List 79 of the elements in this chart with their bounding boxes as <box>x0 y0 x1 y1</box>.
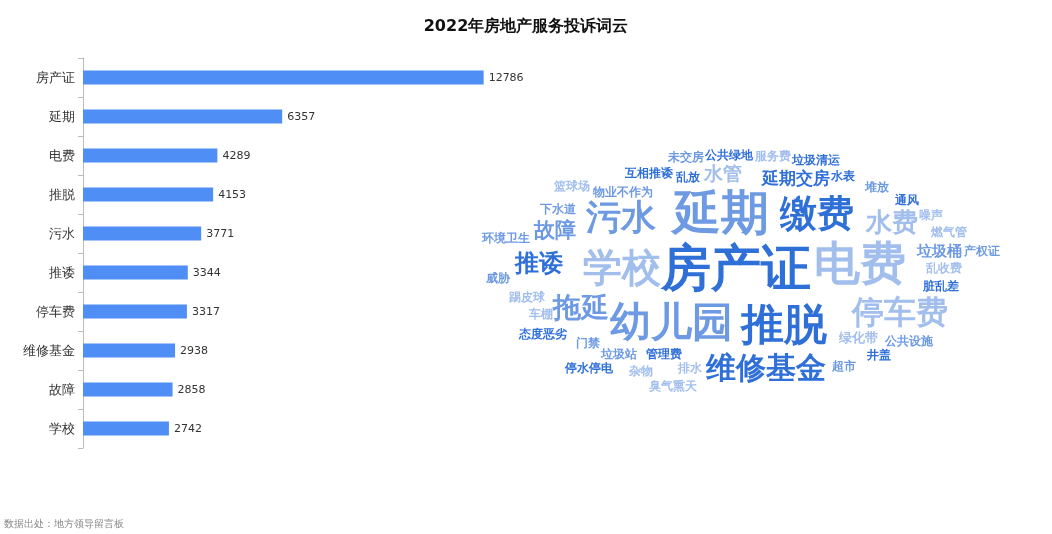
text: 乱放 <box>674 170 701 185</box>
text: 威胁 <box>485 271 512 285</box>
text: 管理费 <box>645 346 683 361</box>
data-label: 2742 <box>173 422 202 435</box>
text: 超市 <box>831 358 857 373</box>
text: 堆放 <box>864 179 891 194</box>
text: 垃圾站 <box>599 347 637 362</box>
text: 乱收费 <box>924 261 962 276</box>
text: 学校 <box>582 245 662 291</box>
data-label: 3771 <box>206 227 235 240</box>
text: 垃圾清运 <box>791 153 842 168</box>
text: 推诿 <box>514 248 564 277</box>
data-label: 3344 <box>192 266 221 279</box>
y-tick-label: 故障 <box>49 382 75 397</box>
y-tick-label: 污水 <box>49 226 75 241</box>
text: 推脱 <box>739 298 828 349</box>
data-label: 6357 <box>287 110 316 123</box>
text: 拖延 <box>552 290 610 324</box>
text: 通风 <box>893 192 919 207</box>
bar <box>83 148 218 163</box>
text: 燃气管 <box>930 225 968 240</box>
text: 维修基金 <box>704 349 826 385</box>
text: 排水 <box>676 360 703 375</box>
data-label: 12786 <box>488 71 524 84</box>
y-tick-label: 推诿 <box>49 265 75 280</box>
text: 水表 <box>829 169 856 184</box>
text: 电费 <box>814 236 907 290</box>
text: 故障 <box>532 217 576 243</box>
text: 产权证 <box>962 243 1000 258</box>
text: 噪声 <box>919 208 944 223</box>
text: 缴费 <box>779 191 855 235</box>
data-label: 2938 <box>180 344 209 357</box>
text: 绿化带 <box>838 330 879 346</box>
y-tick-label: 电费 <box>49 148 75 163</box>
data-label: 3317 <box>191 305 220 318</box>
bar <box>83 421 169 436</box>
text: 脏乱差 <box>922 278 960 293</box>
text: 物业不作为 <box>591 184 653 199</box>
text: 房产证 <box>660 238 811 297</box>
text: 井盖 <box>865 348 891 363</box>
y-tick-label: 房产证 <box>36 70 75 85</box>
text: 服务费 <box>754 148 792 163</box>
text: 踢皮球 <box>507 290 546 304</box>
text: 未交房 <box>666 150 704 165</box>
data-label: 2858 <box>177 383 206 396</box>
text: 公共绿地 <box>704 147 755 162</box>
bar <box>83 265 188 280</box>
text: 杂物 <box>628 363 654 378</box>
text: 公共设施 <box>883 334 934 349</box>
y-tick-label: 停车费 <box>36 304 75 319</box>
text: 2022年房地产服务投诉词云 <box>423 15 629 35</box>
bar <box>83 109 283 124</box>
text: 臭气熏天 <box>647 378 698 393</box>
y-tick-label: 学校 <box>49 421 75 436</box>
text: 互相推诿 <box>623 166 674 181</box>
bar <box>83 382 173 397</box>
bar <box>83 226 202 241</box>
bar <box>83 70 484 85</box>
text: 污水 <box>585 197 657 238</box>
text: 垃圾桶 <box>916 242 963 260</box>
bar <box>83 343 176 358</box>
text: 门禁 <box>576 336 602 351</box>
data-label: 4153 <box>218 188 247 201</box>
text: 停水停电 <box>563 361 614 376</box>
text: 态度恶劣 <box>517 326 568 341</box>
y-tick-label: 推脱 <box>49 187 75 202</box>
text: 水管 <box>703 162 743 186</box>
text: 幼儿园 <box>610 297 733 346</box>
y-tick-label: 延期 <box>48 109 75 124</box>
bar <box>83 304 187 319</box>
annotation: 环境卫生 <box>480 230 530 245</box>
text: 水费 <box>865 206 919 237</box>
data-label: 4289 <box>222 149 251 162</box>
text: 停车费 <box>850 292 948 331</box>
y-tick-label: 维修基金 <box>23 343 75 358</box>
text: 数据出处：地方领导留言板 <box>4 517 124 529</box>
bar <box>83 187 214 202</box>
text: 篮球场 <box>552 179 590 194</box>
text: 下水道 <box>538 201 577 216</box>
